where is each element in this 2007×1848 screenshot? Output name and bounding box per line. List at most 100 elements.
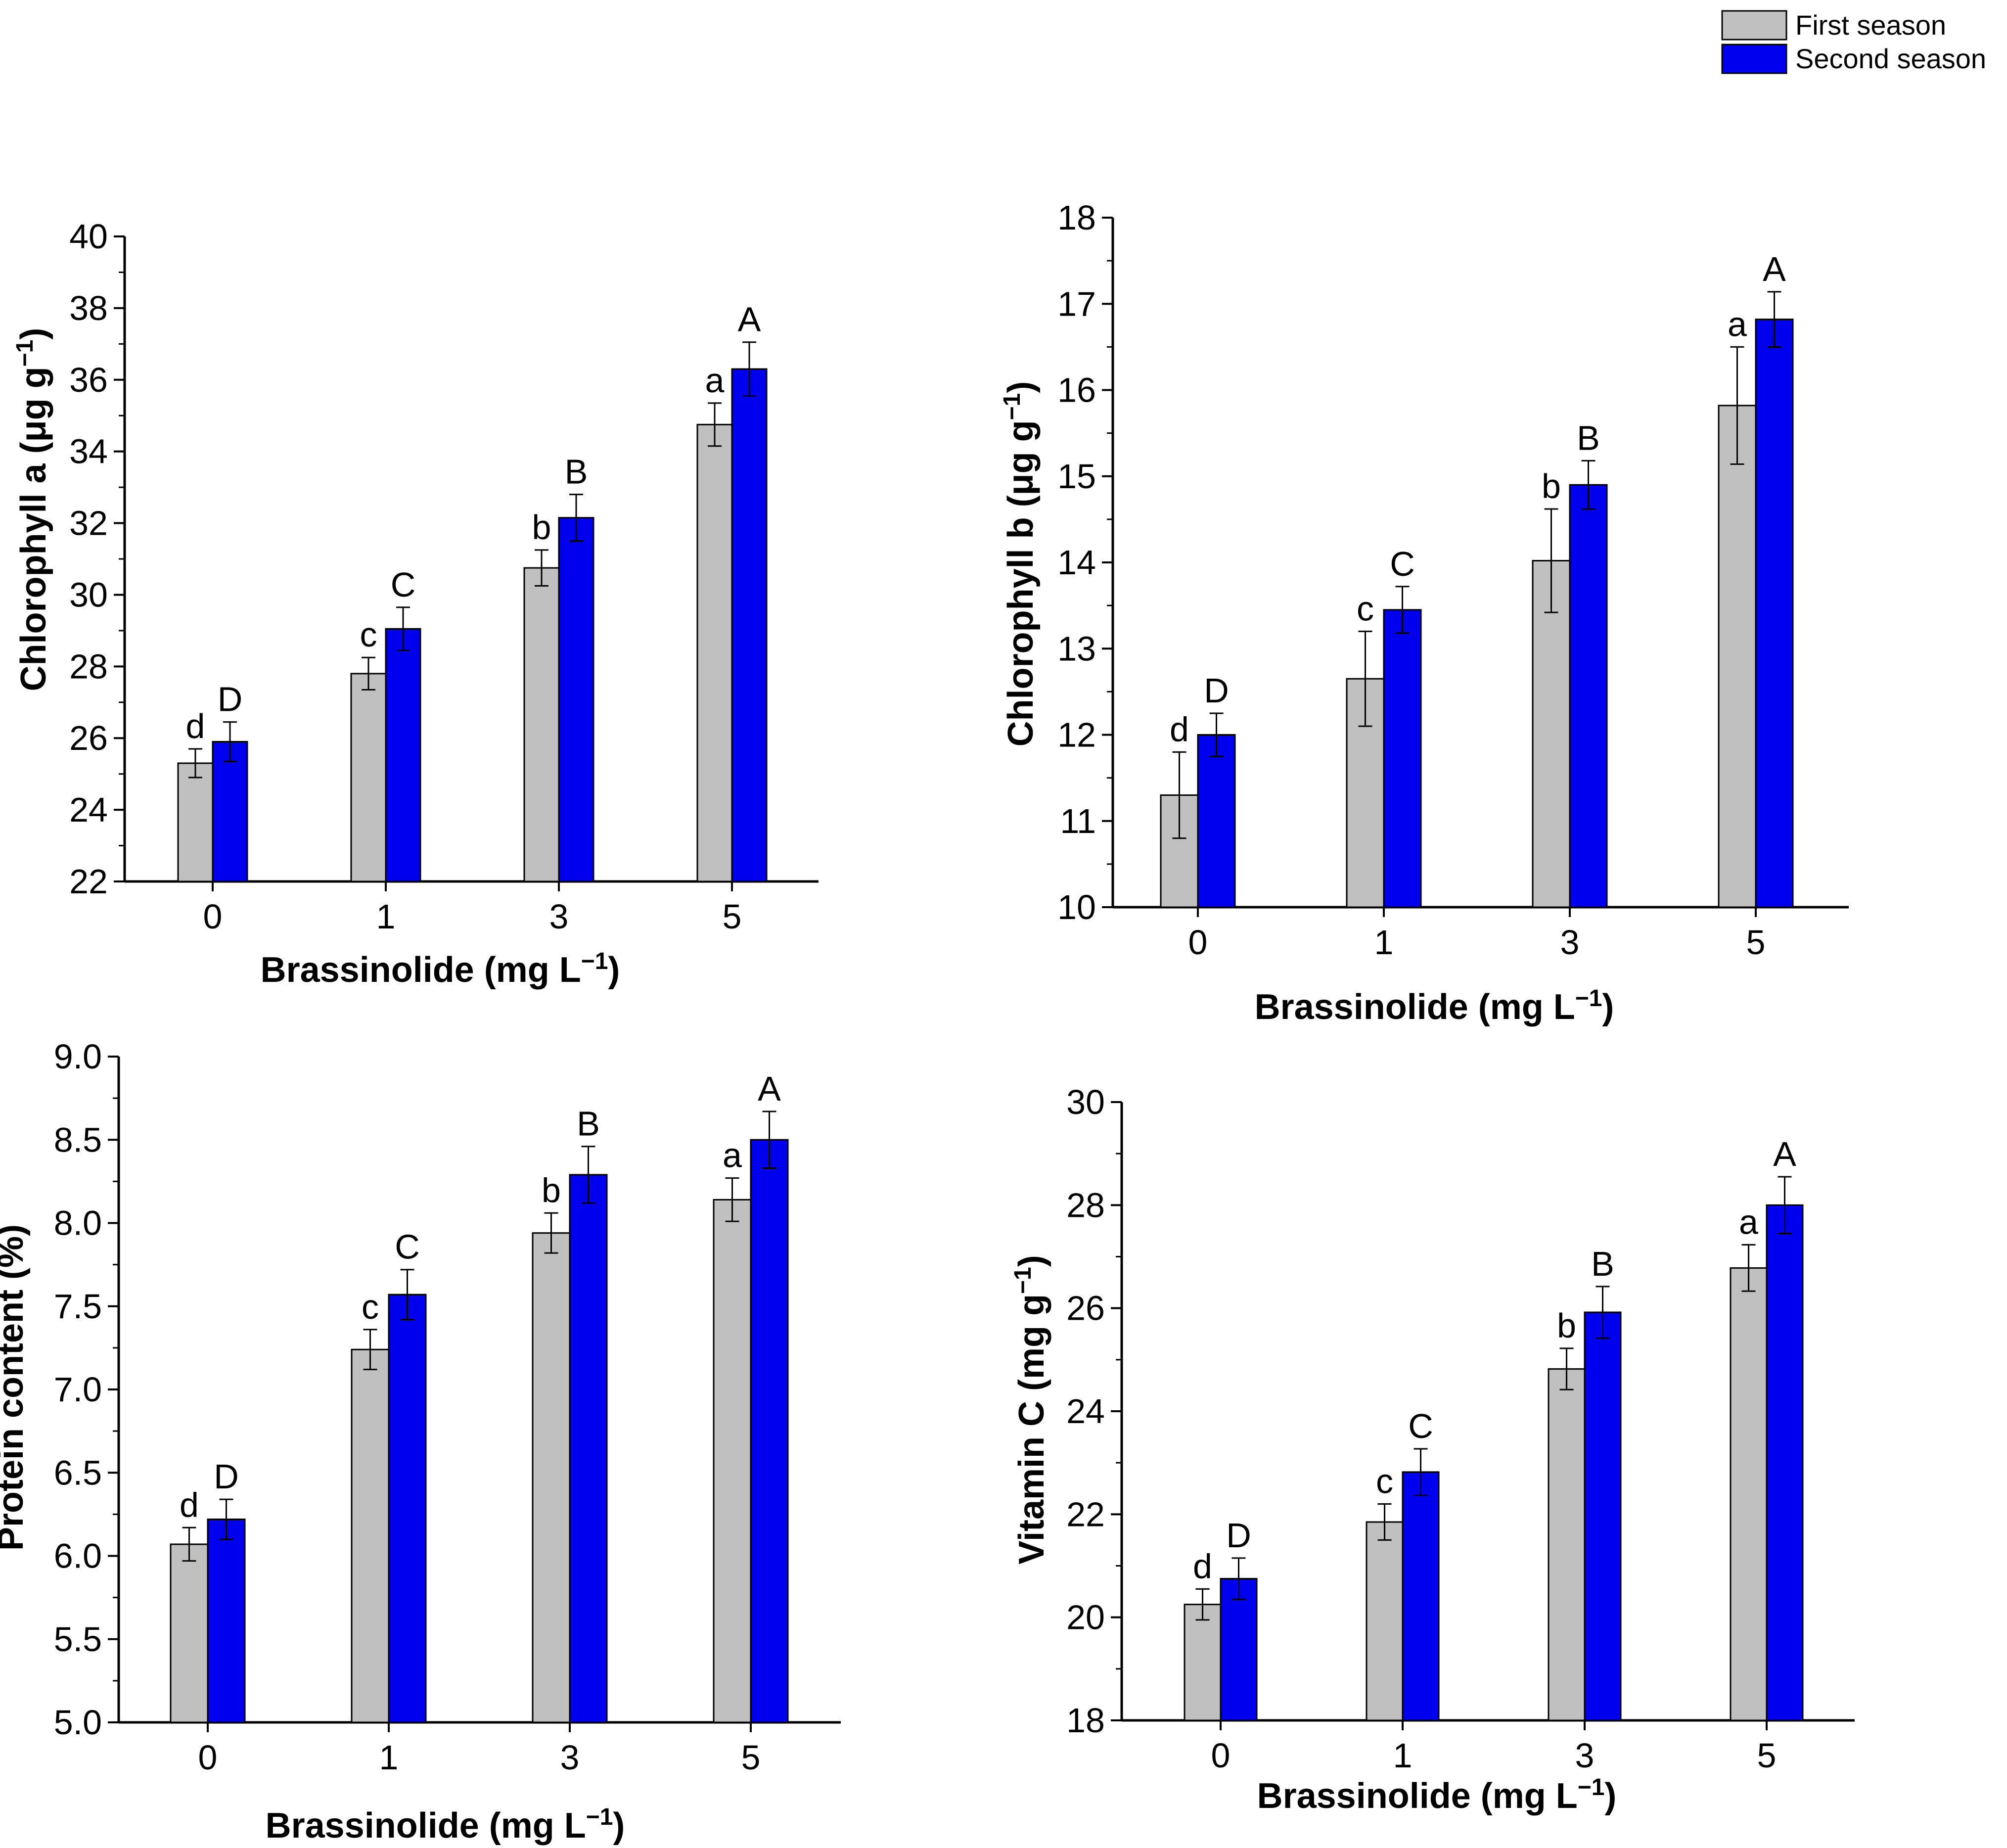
bar-second-season-3 [558, 517, 594, 882]
significance-label: A [1763, 250, 1786, 288]
y-tick-label: 26 [69, 719, 108, 757]
significance-label: D [214, 1457, 239, 1496]
significance-label: A [758, 1069, 781, 1108]
bar-second-season-1 [385, 628, 421, 882]
significance-label: D [1226, 1516, 1251, 1555]
x-tick-label: 3 [1575, 1736, 1595, 1775]
y-tick-label: 7.5 [54, 1287, 102, 1326]
plot-area-chlorophyll-a: 22 24 26 28 30 32 34 36 38 40 dD 0 cC 1 bB 3 aA 5 [69, 217, 819, 936]
y-axis-title-vitamin-c: Vitamin C (mg g−1) [1010, 1255, 1052, 1564]
x-tick-label: 1 [376, 897, 396, 936]
y-tick-label: 15 [1057, 457, 1096, 496]
significance-label: b [1542, 467, 1561, 506]
significance-label: c [1376, 1462, 1393, 1501]
y-tick-label: 12 [1057, 716, 1096, 754]
legend: First season Second season [1721, 9, 1986, 74]
y-tick-label: 6.0 [54, 1537, 102, 1575]
bar-first-season-5 [696, 423, 733, 882]
panel-chlorophyll-a: 22 24 26 28 30 32 34 36 38 40 dD 0 cC 1 bB 3 aA 5 Chlorop… [12, 217, 819, 990]
bar-second-season-1 [388, 1294, 427, 1723]
bar-first-season-3 [532, 1232, 571, 1723]
significance-label: C [1408, 1407, 1433, 1445]
significance-label: B [1577, 418, 1600, 457]
x-tick-label: 5 [741, 1738, 761, 1777]
bar-first-season-3 [1532, 560, 1571, 908]
bar-first-season-0 [1184, 1604, 1222, 1721]
x-tick-label: 1 [1393, 1736, 1413, 1775]
significance-label: a [1739, 1203, 1758, 1242]
significance-label: C [395, 1228, 420, 1266]
x-tick-label: 3 [1560, 923, 1580, 962]
panel-vitamin-c: 18 20 22 24 26 28 30 dD 0 cC 1 bB 3 aA 5 Vitamin C (mg… [1010, 1083, 1855, 1816]
significance-label: D [218, 680, 243, 719]
x-tick-label: 0 [203, 897, 223, 936]
significance-label: b [542, 1171, 561, 1209]
significance-label: A [1773, 1135, 1796, 1173]
x-tick-label: 0 [1188, 923, 1208, 962]
y-tick-label: 28 [69, 647, 108, 686]
significance-label: A [738, 300, 761, 339]
x-tick-label: 5 [1746, 923, 1766, 962]
significance-label: C [391, 565, 416, 604]
bar-second-season-1 [1383, 609, 1422, 908]
significance-label: C [1390, 545, 1415, 583]
y-axis-title-protein-content: Protein content (%) [0, 1224, 31, 1551]
legend-label-second-season: Second season [1795, 43, 1986, 74]
y-tick-label: 36 [69, 361, 108, 399]
significance-label: b [532, 508, 551, 547]
significance-label: a [1728, 305, 1747, 343]
x-axis-title-chlorophyll-b: Brassinolide (mg L−1) [1255, 985, 1614, 1027]
legend-label-first-season: First season [1795, 9, 1946, 41]
significance-label: B [577, 1105, 600, 1143]
y-tick-label: 20 [1066, 1598, 1105, 1637]
y-tick-label: 17 [1057, 284, 1096, 323]
bar-first-season-1 [350, 673, 387, 882]
y-axis-title-chlorophyll-b: Chlorophyll b (μg g−1) [999, 381, 1041, 747]
y-tick-label: 30 [69, 575, 108, 614]
x-tick-label: 3 [549, 897, 569, 936]
bar-second-season-5 [731, 368, 768, 882]
y-tick-label: 22 [69, 862, 108, 901]
bar-first-season-5 [713, 1199, 752, 1723]
x-tick-label: 3 [560, 1738, 580, 1777]
bar-second-season-0 [207, 1518, 246, 1723]
x-tick-label: 0 [1211, 1736, 1231, 1775]
y-tick-label: 11 [1060, 802, 1096, 840]
panel-chlorophyll-b: 10 11 12 13 14 15 16 17 18 dD 0 cC 1 bB 3 aA 5 Chlorophy… [999, 198, 1849, 1027]
y-tick-label: 22 [1066, 1495, 1105, 1533]
y-tick-label: 5.0 [54, 1703, 102, 1742]
bar-second-season-3 [1584, 1311, 1622, 1721]
y-tick-label: 30 [1066, 1083, 1105, 1121]
bar-second-season-5 [1755, 319, 1794, 908]
bar-first-season-0 [170, 1543, 209, 1723]
x-axis-title-chlorophyll-a: Brassinolide (mg L−1) [261, 948, 620, 990]
significance-label: D [1204, 671, 1229, 710]
y-tick-label: 38 [69, 289, 108, 327]
significance-label: c [1357, 589, 1374, 628]
significance-label: d [1170, 710, 1189, 748]
y-axis-title-chlorophyll-a: Chlorophyll a (μg g−1) [12, 328, 54, 692]
y-tick-label: 18 [1066, 1701, 1105, 1740]
plot-area-vitamin-c: 18 20 22 24 26 28 30 dD 0 cC 1 bB 3 aA 5 [1066, 1083, 1855, 1775]
y-tick-label: 40 [69, 217, 108, 256]
bar-second-season-5 [750, 1139, 789, 1723]
plot-area-chlorophyll-b: 10 11 12 13 14 15 16 17 18 dD 0 cC 1 bB 3 aA 5 [1057, 198, 1849, 962]
bar-first-season-0 [177, 762, 214, 882]
bar-second-season-0 [212, 740, 248, 882]
y-tick-label: 16 [1057, 371, 1096, 410]
x-tick-label: 1 [379, 1738, 399, 1777]
significance-label: a [723, 1136, 742, 1175]
y-tick-label: 34 [69, 432, 108, 471]
bar-second-season-0 [1197, 734, 1236, 908]
significance-label: d [186, 707, 205, 745]
significance-label: d [180, 1485, 199, 1524]
y-tick-label: 32 [69, 504, 108, 543]
x-tick-label: 5 [723, 897, 742, 936]
x-tick-label: 0 [198, 1738, 218, 1777]
significance-label: B [565, 453, 588, 491]
significance-label: B [1591, 1245, 1614, 1283]
bar-second-season-3 [569, 1174, 608, 1723]
y-tick-label: 7.0 [54, 1370, 102, 1409]
y-tick-label: 18 [1057, 198, 1096, 237]
